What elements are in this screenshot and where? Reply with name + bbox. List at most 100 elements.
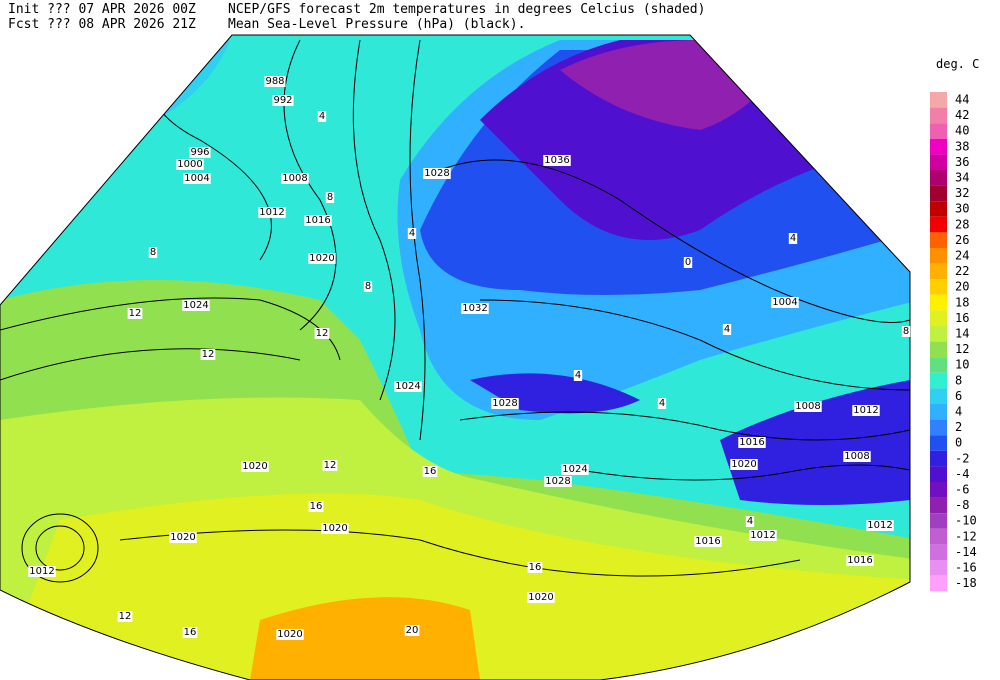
temperature-label: 8 — [903, 326, 909, 337]
colorbar-label: -2 — [955, 451, 969, 465]
isobar-label-box — [321, 523, 349, 534]
isobar-label-box — [694, 536, 722, 547]
temperature-label: 4 — [409, 228, 415, 239]
temperature-label: 4 — [790, 233, 796, 244]
temperature-label: 4 — [659, 398, 665, 409]
init-time: Init ??? 07 APR 2026 00Z — [8, 2, 196, 17]
isobar-label: 1020 — [170, 532, 195, 543]
temperature-label: 4 — [724, 324, 730, 335]
colorbar-label: 6 — [955, 389, 962, 403]
isobar-label-box — [461, 303, 489, 314]
isobar-label-box — [176, 159, 204, 170]
temperature-label: 12 — [316, 328, 329, 339]
isobars — [0, 39, 910, 583]
isobar-label: 1016 — [739, 437, 764, 448]
isobar-label: 1036 — [544, 155, 569, 166]
isobar-label: 1032 — [462, 303, 487, 314]
colorbar-label: 42 — [955, 108, 969, 122]
isobar-label: 1024 — [562, 464, 587, 475]
colorbar-label: 36 — [955, 155, 969, 169]
colorbar-label: 18 — [955, 295, 969, 309]
isobar-label: 1020 — [277, 629, 302, 640]
isobar-label-box — [258, 207, 286, 218]
isobar-label-box — [304, 215, 332, 226]
temperature-label: 8 — [150, 247, 156, 258]
colorbar-label: 16 — [955, 311, 969, 325]
isobar-label-box — [843, 451, 871, 462]
colorbar-swatch — [930, 497, 947, 514]
temperature-label-box — [722, 324, 732, 335]
temperature-label-box — [317, 111, 327, 122]
isobar-label-box — [561, 464, 589, 475]
temperature-label-box — [527, 562, 543, 573]
forecast-time: Fcst ??? 08 APR 2026 21Z — [8, 17, 196, 32]
isobar-label: 1016 — [305, 215, 330, 226]
subtitle-line: Mean Sea-Level Pressure (hPa) (black). — [228, 17, 525, 32]
colorbar-label: -10 — [955, 514, 977, 528]
temperature-label-box — [745, 516, 755, 527]
isobar-label-box — [749, 530, 777, 541]
isobar-label: 1028 — [492, 398, 517, 409]
colorbar-swatch — [930, 216, 947, 233]
isobar-label-box — [846, 555, 874, 566]
isobar-label-box — [281, 173, 309, 184]
colorbar-swatch — [930, 201, 947, 217]
colorbar-label: 28 — [955, 217, 969, 231]
isobar-label: 1008 — [282, 173, 307, 184]
colorbar-label: 10 — [955, 358, 969, 372]
temperature-label-box — [363, 281, 373, 292]
temperature-label: 16 — [184, 627, 197, 638]
isobar-label-box — [276, 629, 304, 640]
temperature-label-box — [200, 349, 216, 360]
isobar-label-box — [183, 173, 211, 184]
isobar-label: 988 — [265, 76, 284, 87]
isobar-label-box — [491, 398, 519, 409]
temperature-label: 4 — [575, 370, 581, 381]
colorbar-swatch — [930, 341, 947, 358]
colorbar-label: 40 — [955, 124, 969, 138]
colorbar-swatch — [930, 357, 947, 373]
colorbar-label: 8 — [955, 373, 962, 387]
isobar-label-box — [394, 381, 422, 392]
isobar-label: 1016 — [847, 555, 872, 566]
field-warmer — [0, 493, 910, 680]
temperature-label: 4 — [747, 516, 753, 527]
temperature-label: 12 — [202, 349, 215, 360]
colorbar-swatch — [930, 372, 947, 389]
isobar-label: 1016 — [695, 536, 720, 547]
isobar — [0, 348, 301, 381]
field-hot — [250, 597, 480, 680]
isobar-label-box — [423, 168, 451, 179]
isobar-label: 1008 — [795, 401, 820, 412]
isobar-label: 1020 — [731, 459, 756, 470]
colorbar-swatch — [930, 154, 947, 170]
isobar-label: 1004 — [772, 297, 797, 308]
temperature-label-box — [182, 627, 198, 638]
colorbar-swatch — [930, 528, 947, 545]
temperature-label: 20 — [406, 625, 419, 636]
colorbar-label: -6 — [955, 483, 969, 497]
temperature-label-box — [788, 233, 798, 244]
isobar — [439, 159, 910, 323]
isobar-label: 1012 — [259, 207, 284, 218]
colorbar-swatch — [930, 185, 947, 202]
title-line: NCEP/GFS forecast 2m temperatures in deg… — [228, 2, 705, 17]
isobar-label: 1012 — [750, 530, 775, 541]
temperature-label-box — [901, 326, 911, 337]
colorbar-swatch — [930, 435, 947, 451]
temperature-label: 16 — [529, 562, 542, 573]
isobar-label-box — [169, 532, 197, 543]
isobar-label-box — [544, 476, 572, 487]
isobar-label: 1020 — [242, 461, 267, 472]
colorbar-label: 24 — [955, 249, 969, 263]
temperature-label: 0 — [685, 257, 691, 268]
colorbar-label: 2 — [955, 420, 962, 434]
isobar-label: 1020 — [309, 253, 334, 264]
temperature-label-box — [117, 611, 133, 622]
colorbar-swatch — [930, 138, 947, 155]
isobar-label: 1020 — [322, 523, 347, 534]
colorbar-swatch — [930, 544, 947, 560]
isobar-label: 1012 — [29, 566, 54, 577]
